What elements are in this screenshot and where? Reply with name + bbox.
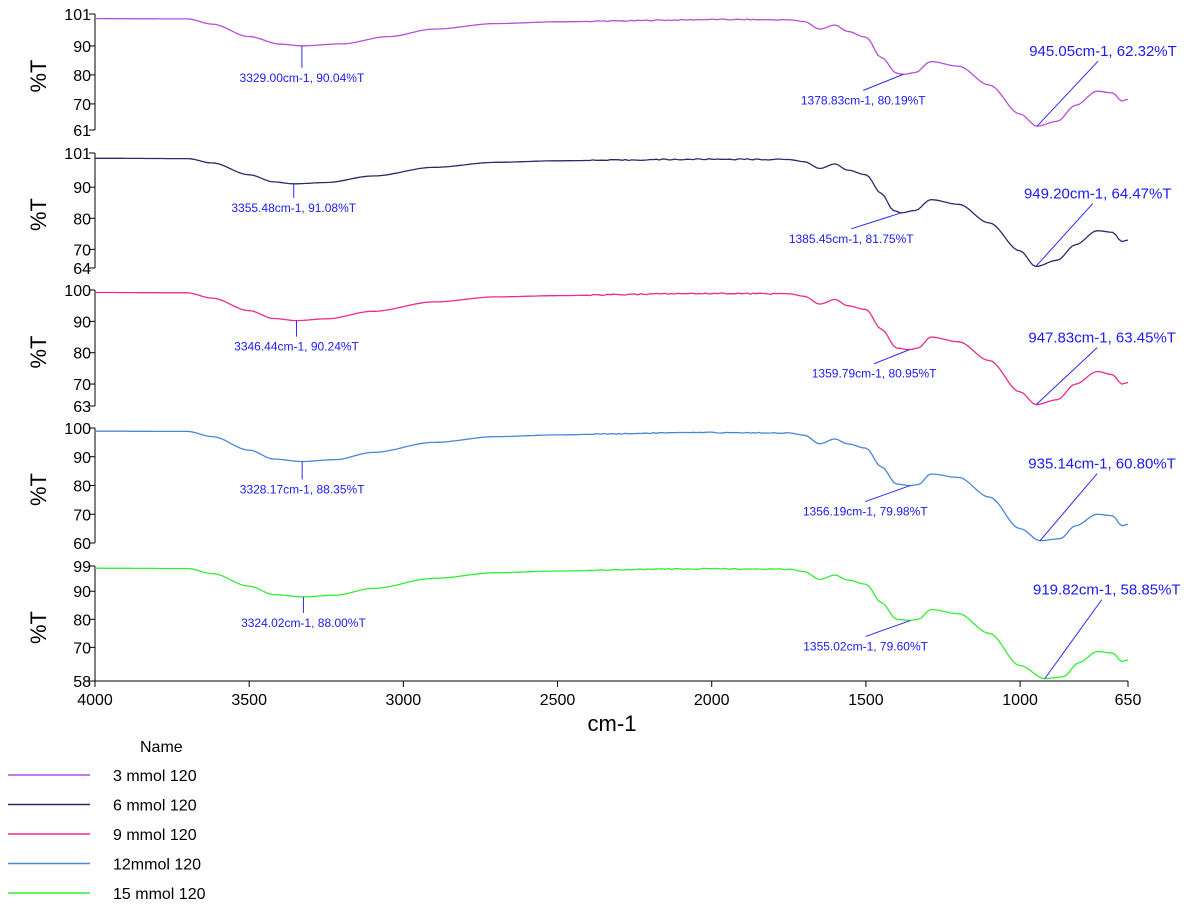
y-tick-label: 61 [73,123,91,140]
panel-5: 99 90 80 70 58 %T 3324.02cm-1, 88.00%T 1355.02c… [26,559,1181,691]
legend-label: 3 mmol 120 [113,768,197,785]
legend: Name 3 mmol 120 6 mmol 120 9 mmol 120 12mmol… [8,739,206,903]
y-tick-label: 90 [73,314,91,331]
y-tick-label: 80 [73,479,91,496]
panel-1: 101 90 80 70 61 %T 3329.00cm-1, 90.04%T 1378.83… [26,7,1177,140]
peak-annotation: 919.82cm-1, 58.85%T [1033,582,1181,599]
annotation-leader [1035,347,1098,405]
peak-annotation: 1359.79cm-1, 80.95%T [812,367,937,381]
x-axis: 4000 3500 3000 2500 2000 1500 1000 650 cm-1 [77,680,1142,736]
peak-annotation: 3329.00cm-1, 90.04%T [240,71,365,85]
y-tick-label: 90 [73,450,91,467]
y-tick-label: 80 [73,211,91,228]
y-axis-label: %T [26,611,51,644]
y-tick-label: 58 [73,674,91,691]
y-axis-label: %T [26,198,51,231]
series-line-4 [95,430,1129,542]
annotation-leader [1036,60,1099,127]
annotation-leader [873,349,910,365]
annotation-leader [1044,599,1103,679]
y-tick-label: 70 [73,97,91,114]
legend-item: 3 mmol 120 [8,768,197,785]
y-tick-label: 70 [73,640,91,657]
y-tick-label: 70 [73,242,91,259]
x-axis-label: cm-1 [588,711,637,736]
peak-annotation: 935.14cm-1, 60.80%T [1028,456,1176,473]
peak-annotation: 945.05cm-1, 62.32%T [1029,43,1177,60]
peak-annotation: 1385.45cm-1, 81.75%T [789,232,914,246]
peak-annotation: 949.20cm-1, 64.47%T [1024,186,1172,203]
panels-layer: 101 90 80 70 61 %T 3329.00cm-1, 90.04%T 1378.83… [26,7,1181,691]
y-axis-label: %T [26,336,51,369]
legend-title: Name [140,739,183,756]
y-tick-label: 99 [73,559,91,576]
annotation-leader [851,212,902,230]
peak-annotation: 3328.17cm-1, 88.35%T [240,482,365,496]
y-tick-label: 100 [64,283,91,300]
y-tick-label: 90 [73,39,91,56]
y-tick-label: 80 [73,346,91,363]
series-line-3 [95,291,1129,406]
legend-label: 6 mmol 120 [113,798,197,815]
annotation-leader [1035,203,1094,267]
y-tick-label: 70 [73,507,91,524]
peak-annotation: 1356.19cm-1, 79.98%T [803,505,928,519]
y-tick-label: 101 [64,7,91,24]
series-line-1 [95,17,1129,127]
x-tick-label: 2000 [694,692,730,709]
x-tick-label: 4000 [77,692,113,709]
x-tick-label: 3500 [231,692,267,709]
y-tick-label: 63 [73,399,91,416]
x-tick-label: 2500 [540,692,576,709]
y-tick-label: 90 [73,584,91,601]
x-tick-label: 1500 [848,692,884,709]
annotation-leader [863,73,904,91]
legend-item: 15 mmol 120 [8,886,206,903]
y-tick-label: 60 [73,536,91,553]
y-tick-label: 90 [73,180,91,197]
legend-label: 12mmol 120 [113,857,201,874]
peak-annotation: 3346.44cm-1, 90.24%T [234,340,359,354]
panel-4: 100 90 80 70 60 %T 3328.17cm-1, 88.35%T 1356.19… [26,421,1176,553]
y-tick-label: 64 [73,261,91,278]
series-line-5 [95,567,1129,680]
y-tick-label: 100 [64,421,91,438]
x-tick-label: 3000 [386,692,422,709]
peak-annotation: 1355.02cm-1, 79.60%T [803,639,928,653]
x-tick-label: 1000 [1002,692,1038,709]
y-axis-label: %T [26,473,51,506]
y-tick-label: 70 [73,377,91,394]
annotation-leader [865,485,911,503]
legend-label: 15 mmol 120 [113,886,206,903]
peak-annotation: 1378.83cm-1, 80.19%T [801,93,926,107]
peak-annotation: 3324.02cm-1, 88.00%T [241,616,366,630]
y-tick-label: 80 [73,612,91,629]
y-tick-label: 101 [64,146,91,163]
legend-item: 6 mmol 120 [8,798,197,815]
series-line-2 [95,157,1129,268]
legend-item: 12mmol 120 [8,857,201,874]
peak-annotation: 3355.48cm-1, 91.08%T [231,201,356,215]
annotation-leader [865,619,911,637]
panel-3: 100 90 80 70 63 %T 3346.44cm-1, 90.24%T 1359.79… [26,283,1176,416]
y-axis-label: %T [26,60,51,93]
legend-label: 9 mmol 120 [113,827,197,844]
y-tick-label: 80 [73,68,91,85]
panel-2: 101 90 80 70 64 %T 3355.48cm-1, 91.08%T 1385.45… [26,146,1172,278]
x-tick-label: 650 [1115,692,1142,709]
peak-annotation: 947.83cm-1, 63.45%T [1028,330,1176,347]
annotation-leader [1039,473,1098,542]
legend-item: 9 mmol 120 [8,827,197,844]
